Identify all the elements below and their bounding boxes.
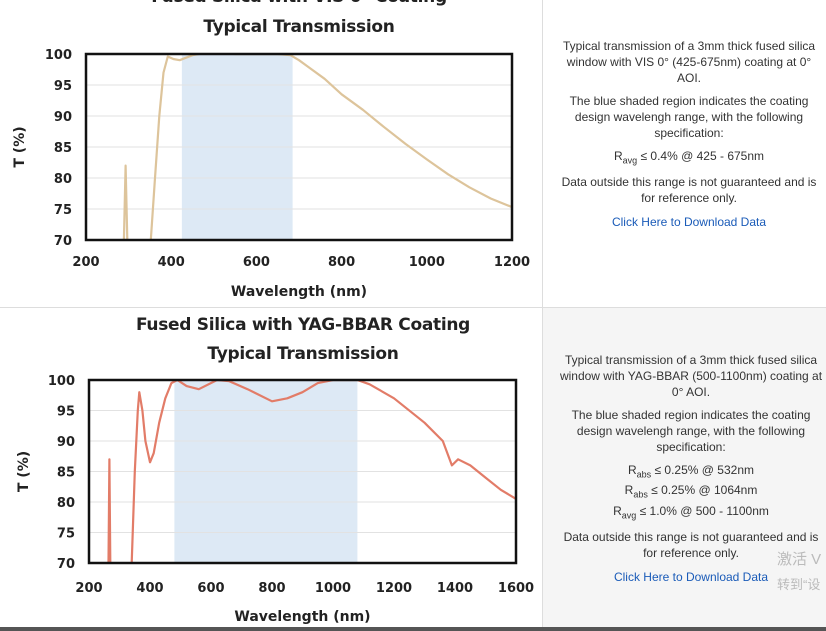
transmission-line (122, 54, 512, 240)
bottom-scrollbar[interactable] (0, 627, 826, 631)
desc-text-1: Typical transmission of a 3mm thick fuse… (559, 353, 823, 399)
spec-list: Ravg ≤ 0.4% @ 425 - 675nm (555, 148, 823, 168)
y-tick-label: 85 (54, 141, 72, 156)
x-tick-label: 800 (328, 255, 355, 270)
x-tick-label: 400 (158, 255, 185, 270)
chart-title: Typical Transmission (203, 17, 394, 37)
x-tick-label: 200 (72, 255, 99, 270)
desc-text-1: Typical transmission of a 3mm thick fuse… (562, 39, 816, 85)
download-data-link[interactable]: Click Here to Download Data (613, 570, 769, 585)
chart-cell-vis: Fused Silica with VIS 0° Coating Typical … (0, 0, 542, 307)
chart-cell-yag: Fused Silica with YAG-BBAR Coating Typica… (0, 308, 542, 631)
y-tick-label: 70 (57, 557, 75, 572)
desc-text-3: Data outside this range is not guarantee… (561, 175, 817, 206)
y-tick-label: 85 (57, 466, 75, 481)
y-tick-label: 90 (54, 110, 72, 125)
y-tick-label: 95 (54, 79, 72, 94)
chart-title: Fused Silica with YAG-BBAR Coating (136, 315, 470, 335)
y-tick-label: 80 (54, 172, 72, 187)
y-tick-label: 75 (54, 203, 72, 218)
x-tick-label: 200 (75, 581, 102, 596)
plot-frame (84, 52, 514, 242)
chart-title: Typical Transmission (207, 344, 398, 364)
download-data-link[interactable]: Click Here to Download Data (611, 215, 767, 230)
desc-text-2: The blue shaded region indicates the coa… (569, 94, 809, 140)
x-tick-label: 1200 (494, 255, 530, 270)
chart-row-yag: Fused Silica with YAG-BBAR Coating Typica… (0, 308, 826, 631)
desc-text-2: The blue shaded region indicates the coa… (571, 408, 811, 454)
chart-row-vis: Fused Silica with VIS 0° Coating Typical … (0, 0, 826, 308)
x-axis-label: Wavelength (nm) (231, 284, 367, 300)
transmission-line (107, 380, 516, 563)
y-tick-label: 100 (48, 374, 75, 389)
spec-list: Rabs ≤ 0.25% @ 532nm Rabs ≤ 0.25% @ 1064… (555, 462, 826, 523)
spec-line: Rabs ≤ 0.25% @ 1064nm (624, 483, 758, 500)
x-tick-label: 800 (258, 581, 285, 596)
spec-line: Ravg ≤ 0.4% @ 425 - 675nm (613, 149, 765, 166)
x-axis-label: Wavelength (nm) (234, 609, 370, 625)
description-vis: Typical transmission of a 3mm thick fuse… (542, 0, 826, 307)
desc-text-3: Data outside this range is not guarantee… (563, 530, 819, 561)
vis-transmission-chart: Fused Silica with VIS 0° Coating Typical … (12, 0, 530, 300)
y-tick-label: 70 (54, 234, 72, 249)
plot-frame (87, 378, 518, 565)
x-tick-label: 400 (136, 581, 163, 596)
spec-line: Ravg ≤ 1.0% @ 500 - 1100nm (613, 503, 769, 521)
x-tick-label: 1000 (409, 255, 445, 270)
y-tick-label: 90 (57, 435, 75, 450)
yag-transmission-chart: Fused Silica with YAG-BBAR Coating Typica… (16, 315, 534, 625)
watermark-text: 转到“设 (777, 577, 821, 592)
x-tick-label: 1600 (498, 581, 534, 596)
y-tick-label: 95 (57, 405, 75, 420)
x-tick-label: 600 (197, 581, 224, 596)
y-tick-label: 75 (57, 527, 75, 542)
x-tick-label: 600 (243, 255, 270, 270)
y-axis-label: T (%) (16, 451, 32, 492)
x-tick-label: 1400 (437, 581, 473, 596)
chart-title: Fused Silica with VIS 0° Coating (151, 0, 447, 7)
x-tick-label: 1200 (376, 581, 412, 596)
description-yag: Typical transmission of a 3mm thick fuse… (542, 308, 826, 631)
y-tick-label: 100 (45, 48, 72, 63)
spec-line: Rabs ≤ 0.25% @ 532nm (627, 463, 754, 480)
x-tick-label: 1000 (315, 581, 351, 596)
watermark-text: 激活 V (777, 551, 822, 568)
y-axis-label: T (%) (12, 126, 28, 167)
y-tick-label: 80 (57, 496, 75, 511)
